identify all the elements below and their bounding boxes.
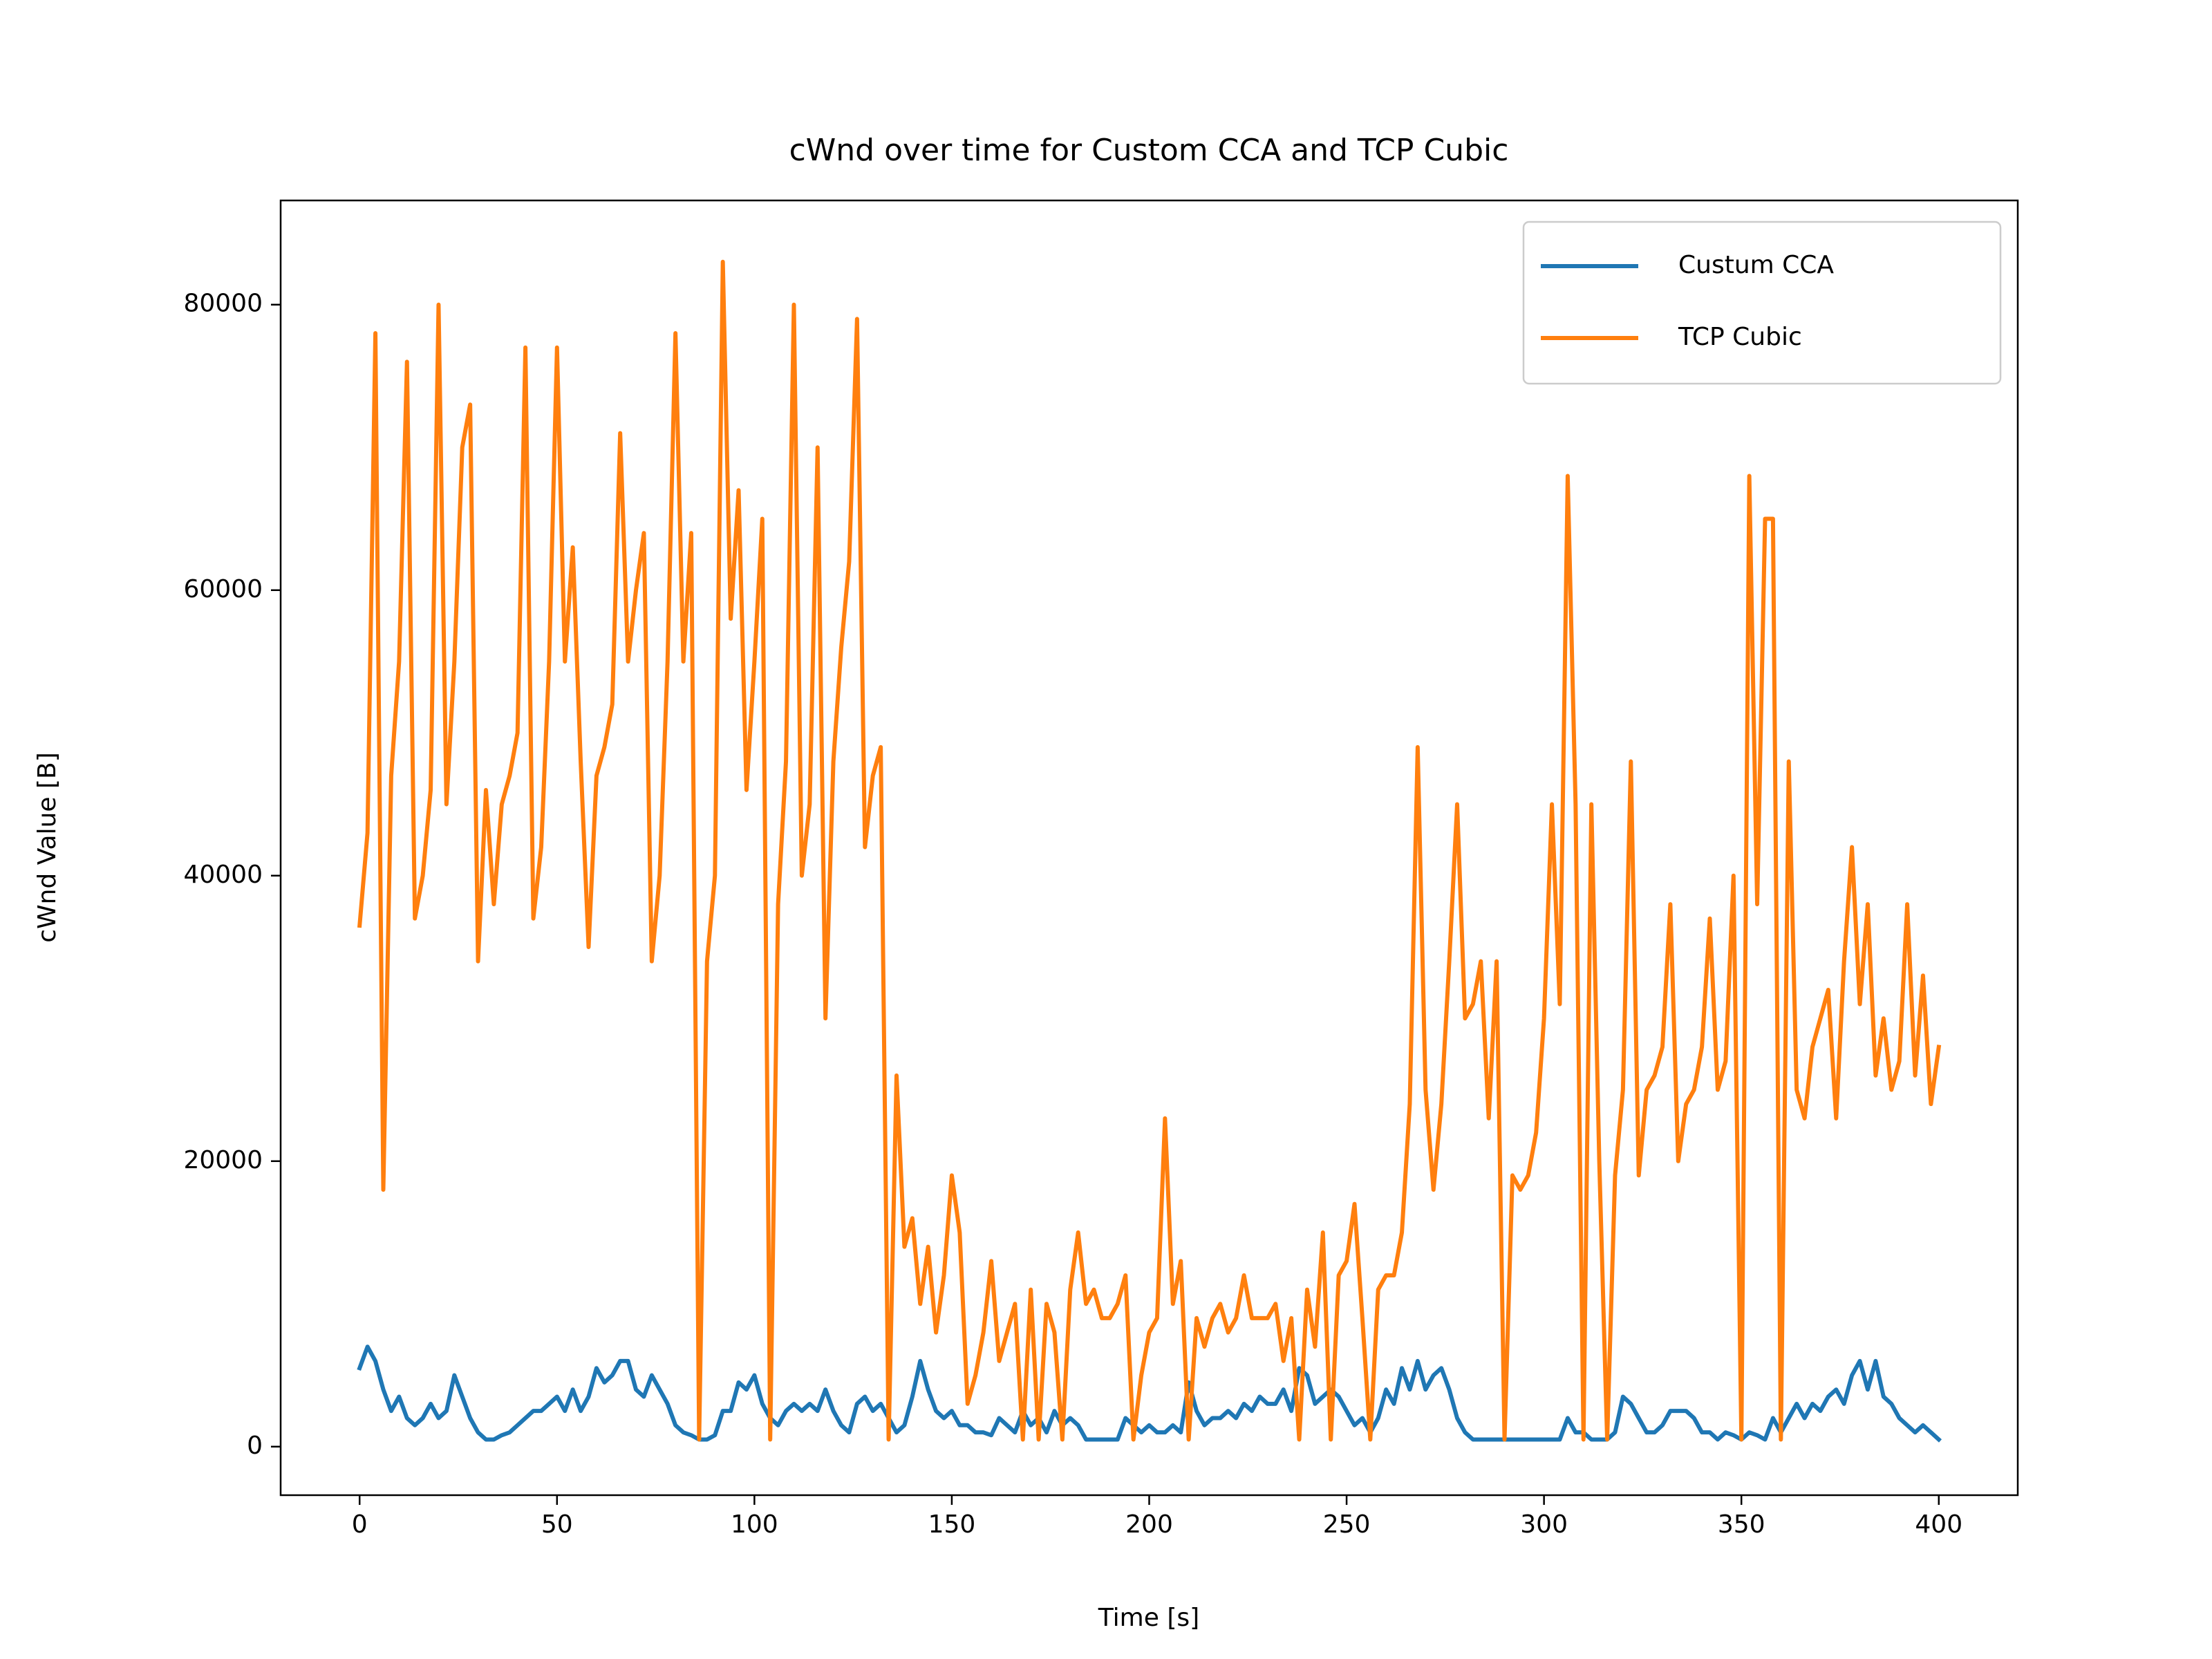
y-tick-label: 80000 [183,290,263,318]
x-tick-label: 100 [731,1510,778,1539]
y-tick-label: 0 [247,1432,263,1460]
y-tick-label: 60000 [183,575,263,603]
x-tick-label: 400 [1915,1510,1962,1539]
data-line [357,259,1942,1442]
x-tick-label: 150 [928,1510,976,1539]
x-tick-label: 250 [1323,1510,1371,1539]
data-line [357,1344,1942,1443]
x-tick-label: 0 [352,1510,368,1539]
x-tick-label: 50 [541,1510,573,1539]
legend-box [1522,221,2002,385]
legend-label: Custum CCA [1678,251,1834,279]
y-tick-label: 20000 [183,1146,263,1174]
x-tick-label: 200 [1125,1510,1173,1539]
y-tick-label: 40000 [183,861,263,889]
axes-frame [279,199,2019,1497]
y-axis-label: cWnd Value [B] [33,752,62,943]
chart-title: cWnd over time for Custom CCA and TCP Cu… [789,133,1509,168]
x-axis-label: Time [s] [1098,1604,1199,1632]
legend-label: TCP Cubic [1678,323,1802,351]
x-tick-label: 350 [1718,1510,1765,1539]
x-tick-label: 300 [1520,1510,1568,1539]
